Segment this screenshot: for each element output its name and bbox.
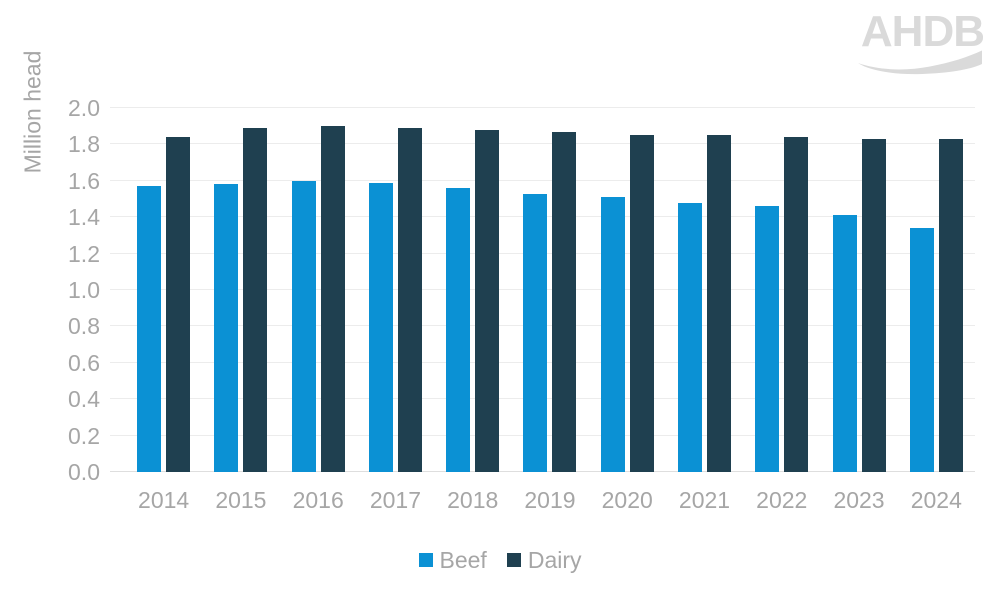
x-tick-label-2024: 2024 xyxy=(910,487,962,513)
y-tick-label-0.8: 0.8 xyxy=(68,313,100,340)
bar-group-2018 xyxy=(434,108,511,472)
bar-beef-2021 xyxy=(677,202,702,472)
bar-dairy-2023 xyxy=(861,138,886,472)
ahdb-logo-swoosh-icon xyxy=(858,50,982,75)
bar-beef-2014 xyxy=(137,186,162,472)
ahdb-logo: AHDB xyxy=(850,7,985,75)
x-tick-label-2017: 2017 xyxy=(369,487,422,513)
bar-beef-2017 xyxy=(368,182,393,472)
y-tick-label-2.0: 2.0 xyxy=(68,95,100,121)
bar-dairy-2021 xyxy=(706,135,731,472)
gridline-1.6 xyxy=(110,179,975,181)
bars-row xyxy=(125,108,975,472)
y-tick-label-0.0: 0.0 xyxy=(68,459,100,485)
bar-group-2016 xyxy=(280,108,357,472)
bar-group-2024 xyxy=(898,108,975,472)
legend-swatch-dairy xyxy=(506,553,521,567)
gridline-2.0 xyxy=(110,107,975,108)
x-tick-label-2023: 2023 xyxy=(833,487,885,513)
bar-dairy-2017 xyxy=(397,128,422,472)
ahdb-logo-text: AHDB xyxy=(860,7,985,56)
y-axis-tick-labels: 0.0 0.2 0.4 0.6 0.8 1.0 1.2 1.4 1.6 1.8 2.0 xyxy=(0,96,100,484)
x-tick-label-2018: 2018 xyxy=(447,487,499,513)
bar-dairy-2019 xyxy=(552,131,577,472)
bar-beef-2022 xyxy=(755,206,780,472)
legend-item-dairy: Dairy xyxy=(506,547,582,573)
x-tick-label-2021: 2021 xyxy=(678,487,731,513)
bar-beef-2016 xyxy=(291,180,316,472)
y-tick-label-1.0: 1.0 xyxy=(68,277,100,303)
bar-beef-2020 xyxy=(600,197,625,472)
bar-dairy-2016 xyxy=(320,126,345,472)
y-tick-label-1.6: 1.6 xyxy=(68,167,100,194)
gridline-1.8 xyxy=(110,143,975,145)
bar-dairy-2020 xyxy=(629,135,654,472)
y-tick-label-0.4: 0.4 xyxy=(68,386,100,413)
legend-swatch-beef xyxy=(418,553,433,567)
bar-group-2017 xyxy=(357,108,434,472)
bar-group-2021 xyxy=(666,108,743,472)
bar-group-2023 xyxy=(820,108,897,472)
bar-group-2019 xyxy=(511,108,588,472)
bar-dairy-2022 xyxy=(784,137,809,472)
bar-group-2014 xyxy=(125,108,202,472)
x-tick-label-2015: 2015 xyxy=(215,487,267,513)
legend-item-beef: Beef xyxy=(418,547,487,573)
bar-beef-2023 xyxy=(832,215,857,472)
bar-group-2015 xyxy=(202,108,279,472)
bar-beef-2024 xyxy=(909,228,934,472)
bar-dairy-2015 xyxy=(243,128,268,472)
bar-beef-2019 xyxy=(523,193,548,472)
bar-dairy-2018 xyxy=(475,129,500,472)
bar-group-2022 xyxy=(743,108,820,472)
bar-group-2020 xyxy=(589,108,666,472)
y-tick-label-1.4: 1.4 xyxy=(68,204,100,231)
bar-dairy-2014 xyxy=(166,137,191,472)
x-axis-tick-labels: 2014 2015 2016 2017 2018 2019 2020 2021 2022 2023… xyxy=(125,486,975,514)
x-tick-label-2020: 2020 xyxy=(601,487,653,513)
x-tick-label-2016: 2016 xyxy=(292,487,344,513)
x-tick-label-2019: 2019 xyxy=(524,487,576,513)
bar-beef-2018 xyxy=(446,188,471,472)
legend-label-beef: Beef xyxy=(439,547,487,573)
y-tick-label-0.2: 0.2 xyxy=(68,422,100,449)
bar-dairy-2024 xyxy=(938,138,963,472)
y-tick-label-0.6: 0.6 xyxy=(68,349,100,376)
legend: Beef Dairy xyxy=(0,548,1000,572)
x-tick-label-2022: 2022 xyxy=(756,487,808,513)
x-tick-label-2014: 2014 xyxy=(138,487,190,513)
y-tick-label-1.8: 1.8 xyxy=(68,131,100,158)
legend-label-dairy: Dairy xyxy=(527,547,582,573)
bar-beef-2015 xyxy=(214,184,239,472)
y-tick-label-1.2: 1.2 xyxy=(68,240,100,267)
